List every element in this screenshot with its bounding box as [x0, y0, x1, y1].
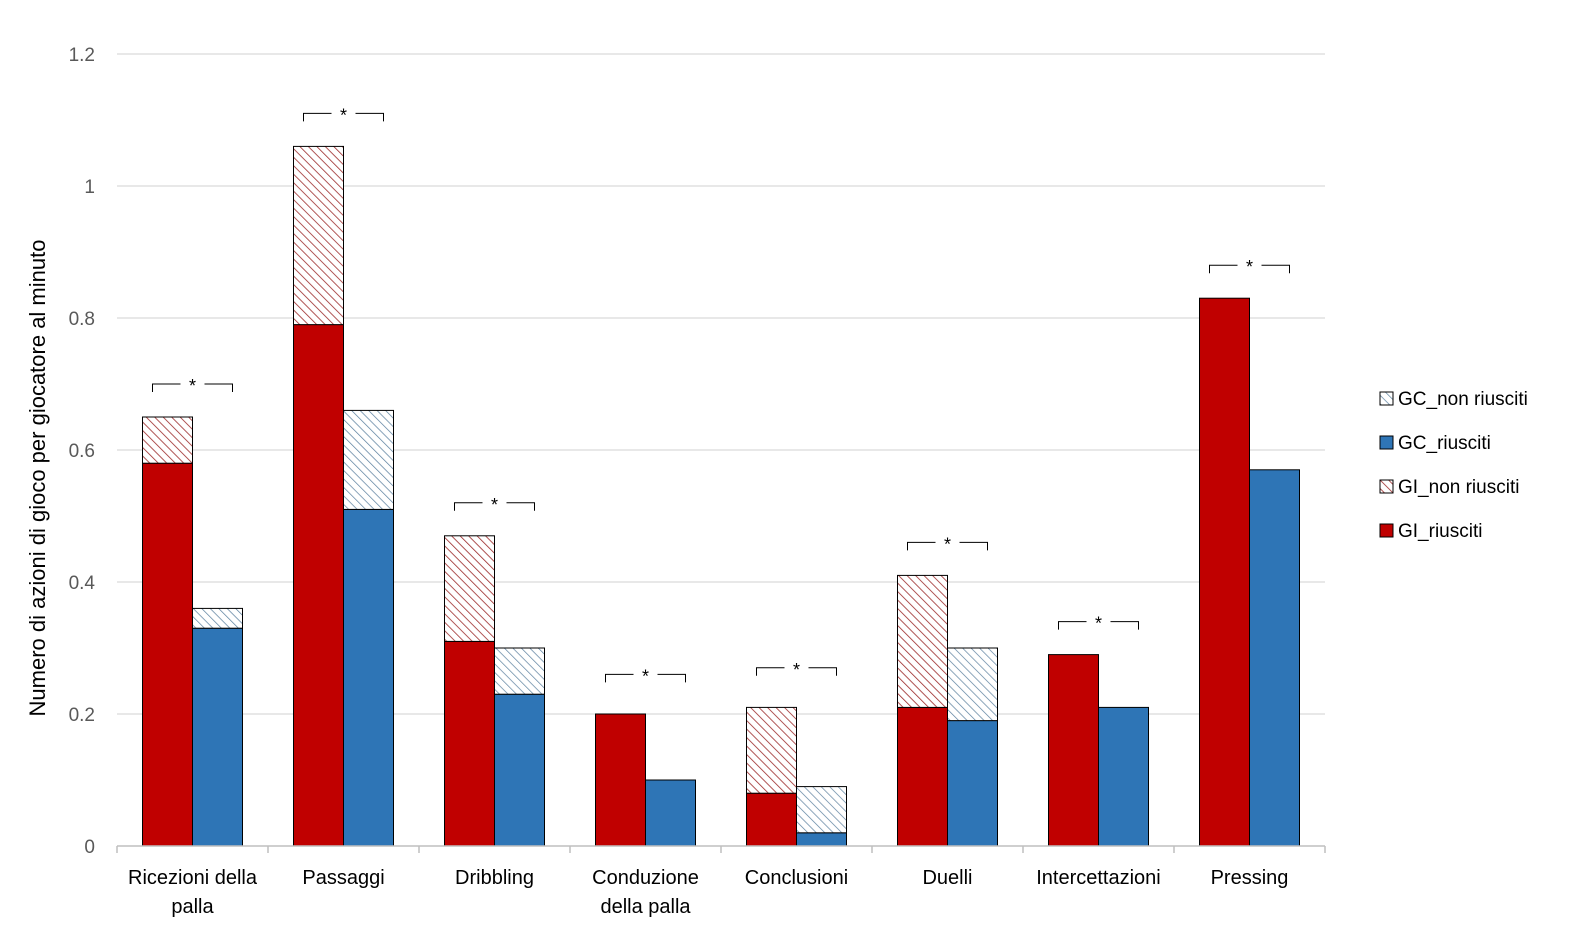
bar-gc-riusciti	[343, 508, 394, 847]
bar-gc-riusciti	[947, 720, 998, 847]
significance-marker: *	[189, 376, 196, 396]
bar-gi-riusciti	[1048, 654, 1099, 847]
y-tick-label: 0	[84, 837, 95, 858]
bar-gc-riusciti	[796, 832, 847, 847]
legend-swatch	[1379, 523, 1394, 538]
y-tick-label: 0.2	[69, 705, 95, 726]
x-category-label: Conclusioni	[745, 867, 848, 889]
bar-gc-non-riusciti	[192, 607, 243, 629]
significance-bracket	[756, 667, 837, 676]
bar-gc-non-riusciti	[947, 647, 998, 722]
bar-gi-non-riusciti	[897, 574, 948, 708]
x-axis: Ricezioni della palla Passaggi Dribbling Con…	[116, 845, 1326, 918]
legend-swatch	[1379, 391, 1394, 406]
bar-gi-non-riusciti	[142, 416, 193, 464]
legend: GC_non riusciti GC_riusciti GI_non riuscit…	[1379, 389, 1528, 542]
bar-gc-riusciti	[192, 627, 243, 847]
y-axis-ticks: 0 0.2 0.4 0.6 0.8 1 1.2	[69, 45, 96, 858]
x-category-label: Intercettazioni	[1036, 867, 1161, 889]
x-category-label: Dribbling	[455, 867, 534, 889]
bar-gc-riusciti	[494, 693, 545, 847]
y-axis-title: Numero di azioni di gioco per giocatore …	[25, 240, 50, 717]
x-category-label: Duelli	[922, 867, 972, 889]
significance-marker: *	[793, 660, 800, 680]
x-category-label: Pressing	[1211, 867, 1289, 889]
legend-swatch	[1379, 479, 1394, 494]
significance-bracket	[152, 383, 233, 392]
bar-gc-non-riusciti	[796, 786, 847, 834]
bar-gi-riusciti	[1199, 297, 1250, 847]
bar-gi-non-riusciti	[444, 535, 495, 642]
y-tick-label: 0.4	[69, 573, 96, 594]
bar-gi-riusciti	[746, 792, 797, 847]
significance-bracket	[303, 112, 384, 122]
significance-bracket	[907, 541, 988, 551]
bar-gc-riusciti	[1098, 706, 1149, 847]
y-tick-label: 0.6	[69, 441, 95, 462]
bars	[142, 145, 1300, 847]
x-category-label: Conduzione	[592, 867, 699, 889]
y-tick-label: 1.2	[69, 45, 95, 66]
bar-gc-riusciti	[1249, 469, 1300, 847]
bar-gc-non-riusciti	[343, 409, 394, 510]
significance-marker: *	[340, 105, 347, 125]
bar-gi-riusciti	[142, 462, 193, 847]
significance-bracket	[1058, 621, 1139, 630]
significance-bracket	[605, 673, 686, 683]
significance-marker: *	[944, 534, 951, 554]
x-category-label: Ricezioni della	[128, 867, 258, 889]
significance-marker: *	[642, 666, 649, 686]
legend-swatch	[1379, 435, 1394, 450]
x-category-label: palla	[171, 896, 214, 918]
legend-label: GC_riusciti	[1398, 433, 1491, 454]
bar-gc-riusciti	[645, 779, 696, 847]
y-tick-label: 0.8	[69, 309, 95, 330]
legend-label: GC_non riusciti	[1398, 389, 1528, 410]
significance-bracket	[1209, 264, 1290, 274]
bar-gi-riusciti	[897, 706, 948, 847]
bar-gi-riusciti	[595, 713, 646, 847]
bar-gi-riusciti	[293, 324, 344, 847]
significance-marker: *	[491, 495, 498, 515]
x-category-label: Passaggi	[302, 867, 384, 889]
legend-label: GI_riusciti	[1398, 521, 1482, 542]
legend-label: GI_non riusciti	[1398, 477, 1519, 498]
significance-brackets: * * * * * * * *	[152, 105, 1290, 686]
significance-marker: *	[1095, 614, 1102, 634]
bar-gi-riusciti	[444, 640, 495, 847]
x-category-label: della palla	[600, 896, 691, 918]
bar-gc-non-riusciti	[494, 647, 545, 695]
y-tick-label: 1	[84, 177, 95, 198]
significance-marker: *	[1246, 257, 1253, 277]
significance-bracket	[454, 502, 535, 511]
bar-gi-non-riusciti	[293, 145, 344, 326]
bar-gi-non-riusciti	[746, 706, 797, 794]
